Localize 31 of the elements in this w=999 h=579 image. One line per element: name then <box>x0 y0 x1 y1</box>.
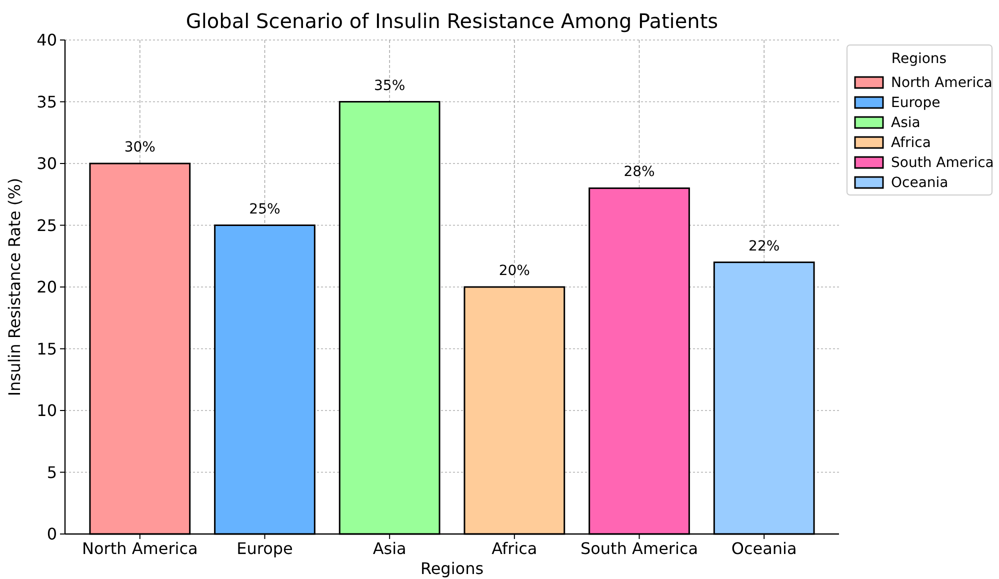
data-label: 25% <box>249 201 280 218</box>
x-tick-label: South America <box>580 539 698 558</box>
y-tick-label: 10 <box>36 401 57 420</box>
legend-title: Regions <box>891 51 947 67</box>
data-label: 28% <box>624 164 655 180</box>
x-tick-label: North America <box>82 539 198 558</box>
legend-label: Europe <box>891 95 940 111</box>
chart-title: Global Scenario of Insulin Resistance Among Patients <box>186 9 718 33</box>
data-label: 35% <box>374 78 406 94</box>
y-tick-label: 25 <box>36 216 57 235</box>
legend-label: South America <box>891 155 994 171</box>
x-axis-title: Regions <box>420 559 484 578</box>
x-tick-label: Asia <box>372 539 406 558</box>
data-label: 30% <box>124 140 156 156</box>
legend-label: North America <box>891 75 992 91</box>
y-tick-label: 30 <box>36 154 57 174</box>
y-tick-label: 0 <box>46 524 57 544</box>
y-tick-label: 20 <box>36 278 57 297</box>
y-axis-title: Insulin Resistance Rate (%) <box>5 178 24 396</box>
legend-label: Asia <box>891 115 920 131</box>
data-label: 22% <box>748 238 780 254</box>
y-tick-label: 15 <box>36 339 57 358</box>
legend-label: Oceania <box>891 175 948 191</box>
y-tick-label: 5 <box>46 462 57 482</box>
data-label: 20% <box>498 263 530 279</box>
x-tick-label: Europe <box>236 539 293 558</box>
x-tick-label: Africa <box>492 539 538 558</box>
y-tick-label: 35 <box>36 92 57 112</box>
x-tick-label: Oceania <box>731 539 797 558</box>
y-tick-label: 40 <box>36 30 57 50</box>
legend-label: Africa <box>891 135 931 151</box>
